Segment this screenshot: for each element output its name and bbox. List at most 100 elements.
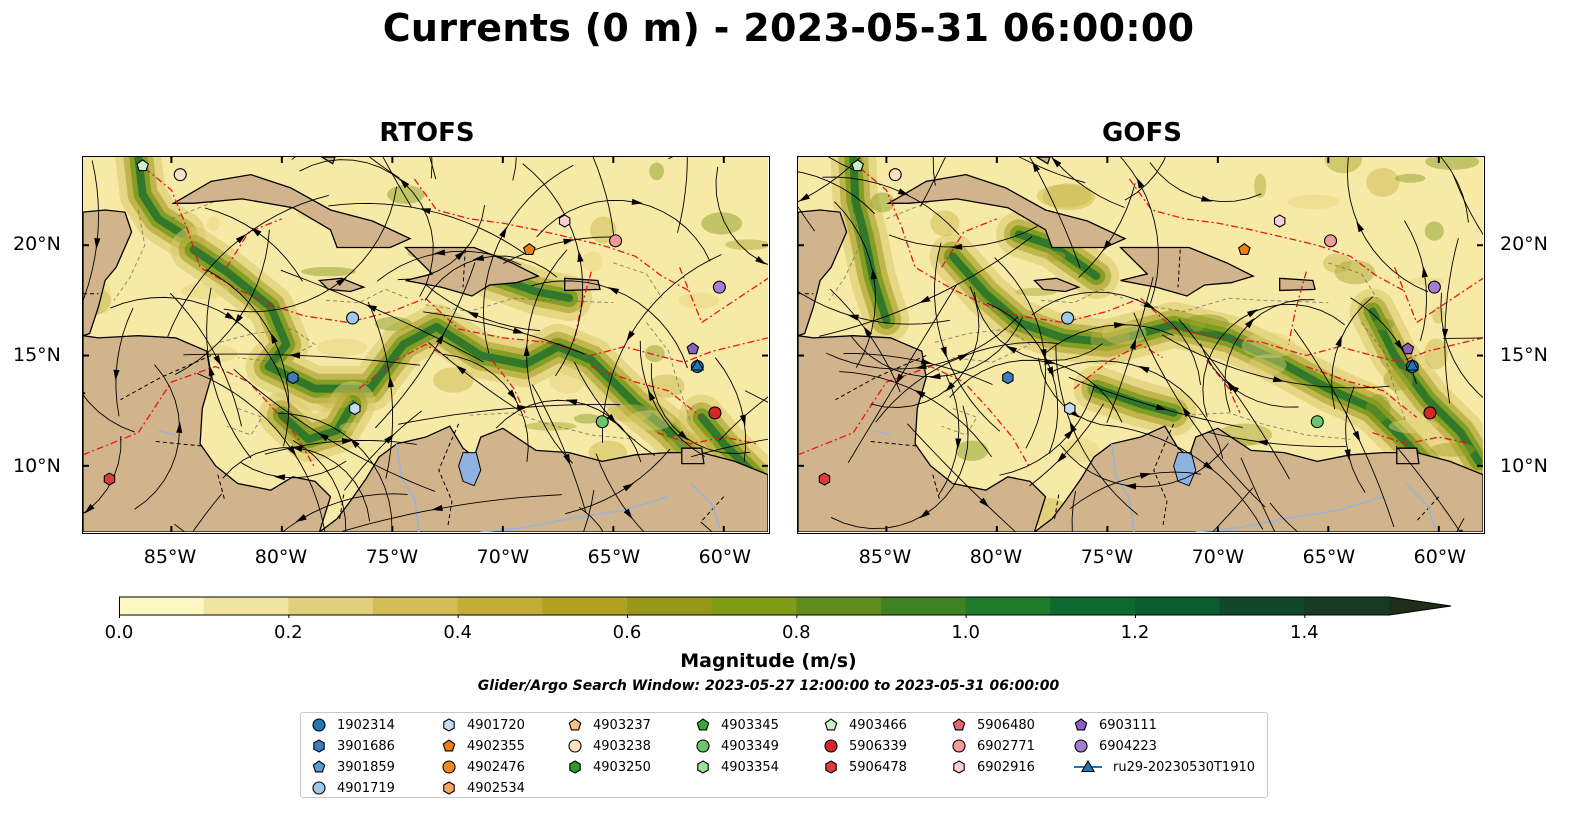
float-4903466 bbox=[136, 159, 149, 172]
float-5906339 bbox=[708, 406, 722, 420]
legend-label: 4901719 bbox=[337, 780, 395, 796]
legend-entry: 4903466 bbox=[823, 715, 907, 735]
lon-tick-label: 80°W bbox=[969, 546, 1023, 568]
colorbar-tick-label: 0.8 bbox=[782, 622, 811, 643]
circle-marker-icon bbox=[952, 739, 966, 753]
colorbar-tick-label: 0.6 bbox=[612, 622, 642, 643]
hexagon-marker-icon bbox=[313, 739, 325, 753]
legend-entry: 4901720 bbox=[441, 715, 525, 735]
legend-entry: 6902771 bbox=[951, 736, 1035, 756]
float-4903238 bbox=[173, 168, 187, 182]
land-mass bbox=[1119, 246, 1255, 297]
lon-tick-label: 75°W bbox=[1080, 546, 1134, 568]
legend-label: 6903111 bbox=[1099, 717, 1157, 733]
legend-label: 5906478 bbox=[849, 759, 907, 775]
legend-label: 4903466 bbox=[849, 717, 907, 733]
legend-label: 6904223 bbox=[1099, 738, 1157, 754]
legend-entry: 4902534 bbox=[441, 778, 525, 798]
legend-label: 5906480 bbox=[977, 717, 1035, 733]
lon-tick-label: 80°W bbox=[254, 546, 308, 568]
float-4903238 bbox=[888, 168, 902, 182]
land-mass bbox=[171, 173, 412, 249]
float-4901719 bbox=[346, 311, 360, 325]
colorbar-gradient bbox=[119, 596, 1452, 618]
lon-tick-label: 60°W bbox=[698, 546, 752, 568]
search-window-caption: Glider/Argo Search Window: 2023-05-27 12… bbox=[477, 678, 1060, 694]
legend-entry: 5906339 bbox=[823, 736, 907, 756]
lon-tick-label: 85°W bbox=[858, 546, 912, 568]
pentagon-marker-icon bbox=[952, 718, 966, 731]
float-6902771 bbox=[609, 234, 623, 248]
colorbar-label: Magnitude (m/s) bbox=[680, 650, 857, 672]
circle-marker-icon bbox=[824, 739, 838, 753]
lon-tick-label: 65°W bbox=[1302, 546, 1356, 568]
legend-entry: 6903111 bbox=[1073, 715, 1157, 735]
glider-ru29 bbox=[690, 358, 705, 371]
legend-label: ru29-20230530T1910 bbox=[1113, 759, 1256, 775]
colorbar-tick-label: 0.4 bbox=[443, 622, 472, 643]
float-6904223 bbox=[712, 280, 726, 294]
colorbar bbox=[119, 596, 1454, 622]
legend-entry: 3901686 bbox=[311, 736, 395, 756]
float-legend: 1902314 3901686 3901859 4901719 4901720 49023… bbox=[300, 712, 1268, 798]
lat-tick-label-left: 15°N bbox=[13, 344, 61, 367]
streamlines bbox=[83, 157, 768, 532]
float-4902355 bbox=[523, 243, 536, 255]
land-mass bbox=[798, 335, 1047, 532]
float-4903349 bbox=[1310, 415, 1324, 429]
float-6903111 bbox=[686, 342, 700, 355]
legend-entry: 1902314 bbox=[311, 715, 395, 735]
lat-tick-label-right: 10°N bbox=[1500, 455, 1548, 478]
legend-label: 4903250 bbox=[593, 759, 651, 775]
lon-tick-label: 75°W bbox=[365, 546, 419, 568]
land-mass bbox=[798, 209, 848, 337]
map-rtofs[interactable] bbox=[82, 156, 770, 534]
land-mass bbox=[886, 173, 1127, 249]
colorbar-tick-label: 1.2 bbox=[1120, 622, 1150, 643]
legend-label: 4903345 bbox=[721, 717, 779, 733]
legend-label: 4903354 bbox=[721, 759, 779, 775]
legend-label: 6902771 bbox=[977, 738, 1035, 754]
legend-entry: 4902355 bbox=[441, 736, 525, 756]
circle-marker-icon bbox=[442, 760, 456, 774]
legend-label: 4903237 bbox=[593, 717, 651, 733]
lon-tick-label: 85°W bbox=[143, 546, 197, 568]
float-3901686 bbox=[287, 371, 299, 385]
float-4902355 bbox=[1238, 243, 1251, 255]
pentagon-marker-icon bbox=[442, 739, 456, 752]
legend-entry: 4903349 bbox=[695, 736, 779, 756]
legend-entry: 3901859 bbox=[311, 757, 395, 777]
float-4901719 bbox=[1061, 311, 1075, 325]
circle-marker-icon bbox=[1074, 739, 1088, 753]
legend-entry: 5906480 bbox=[951, 715, 1035, 735]
hexagon-marker-icon bbox=[443, 718, 455, 732]
circle-marker-icon bbox=[312, 781, 326, 795]
float-3901686 bbox=[1002, 371, 1014, 385]
lon-tick-label: 70°W bbox=[476, 546, 530, 568]
lake-maracaibo bbox=[458, 452, 482, 487]
legend-entry: 4903237 bbox=[567, 715, 651, 735]
hexagon-marker-icon bbox=[697, 760, 709, 774]
colorbar-tick-label: 0.2 bbox=[274, 622, 303, 643]
land-mass bbox=[1033, 277, 1081, 293]
legend-entry: 4903345 bbox=[695, 715, 779, 735]
float-6902916 bbox=[558, 214, 571, 228]
lat-tick-label-left: 20°N bbox=[13, 232, 61, 255]
pentagon-marker-icon bbox=[696, 718, 710, 731]
legend-label: 4903238 bbox=[593, 738, 651, 754]
lon-tick-label: 60°W bbox=[1413, 546, 1467, 568]
lat-tick-label-right: 20°N bbox=[1500, 232, 1548, 255]
hexagon-marker-icon bbox=[569, 760, 581, 774]
float-4903466 bbox=[851, 159, 864, 172]
pentagon-marker-icon bbox=[1074, 718, 1088, 731]
legend-entry: 4902476 bbox=[441, 757, 525, 777]
legend-label: 4902534 bbox=[467, 780, 525, 796]
float-6904223 bbox=[1427, 280, 1441, 294]
float-6902916 bbox=[1273, 214, 1286, 228]
map-gofs[interactable] bbox=[797, 156, 1485, 534]
lon-tick-label: 70°W bbox=[1191, 546, 1245, 568]
panel-title-gofs: GOFS bbox=[1102, 118, 1182, 148]
legend-label: 1902314 bbox=[337, 717, 395, 733]
legend-label: 6902916 bbox=[977, 759, 1035, 775]
pentagon-marker-icon bbox=[824, 718, 838, 731]
